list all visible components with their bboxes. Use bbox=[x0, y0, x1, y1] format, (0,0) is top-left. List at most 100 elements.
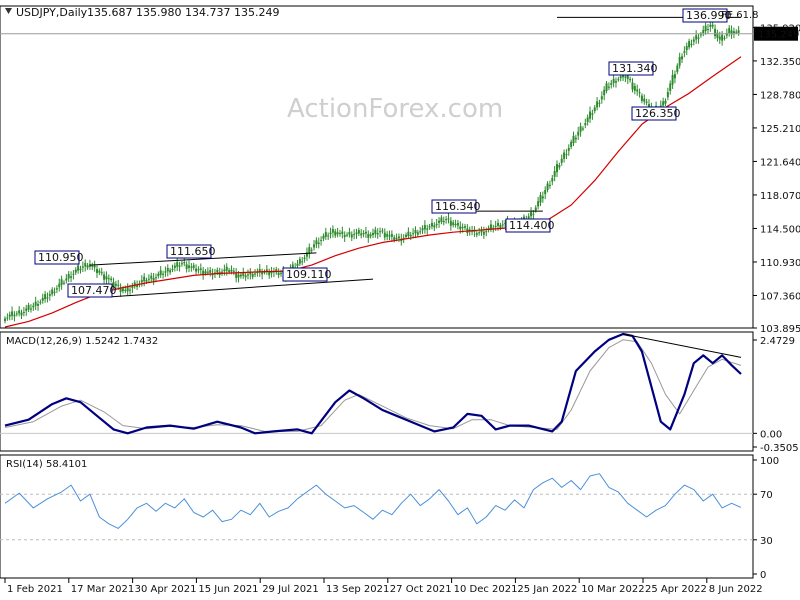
candle-body bbox=[565, 154, 568, 156]
candle-body bbox=[265, 269, 268, 272]
level-label-text: 107.470 bbox=[71, 284, 117, 297]
price-tick-label: 125.210 bbox=[760, 124, 800, 135]
candle-body bbox=[341, 231, 344, 235]
candle-body bbox=[13, 314, 16, 317]
macd-signal-line bbox=[4, 339, 742, 432]
candle-body bbox=[428, 226, 431, 228]
level-label-text: 114.400 bbox=[509, 219, 555, 232]
candle-body bbox=[735, 31, 738, 33]
candle-body bbox=[614, 81, 617, 83]
date-tick-label: 13 Sep 2021 bbox=[326, 584, 389, 595]
candle-body bbox=[605, 83, 608, 91]
candle-body bbox=[329, 232, 332, 235]
candle-body bbox=[459, 226, 462, 230]
candle-body bbox=[223, 269, 226, 272]
candle-body bbox=[633, 86, 636, 91]
candle-body bbox=[39, 301, 42, 303]
candle-body bbox=[546, 183, 549, 190]
candle-body bbox=[86, 265, 89, 268]
candle-body bbox=[166, 267, 169, 272]
candle-body bbox=[169, 270, 172, 273]
candle-body bbox=[216, 269, 219, 273]
candle-body bbox=[60, 279, 63, 285]
candle-body bbox=[504, 222, 507, 224]
candle-body bbox=[480, 229, 483, 233]
candle-body bbox=[129, 289, 132, 291]
candle-body bbox=[176, 262, 179, 267]
candle-body bbox=[159, 270, 162, 275]
level-label-box bbox=[282, 267, 328, 282]
candle-body bbox=[65, 278, 68, 281]
candle-body bbox=[303, 257, 306, 259]
level-label-box bbox=[431, 199, 477, 214]
candle-body bbox=[617, 79, 620, 81]
candle-body bbox=[454, 223, 457, 225]
price-tick-label: 121.640 bbox=[760, 157, 800, 168]
candle-body bbox=[4, 318, 6, 322]
candle-body bbox=[610, 82, 613, 85]
candle-body bbox=[324, 232, 327, 237]
candle-body bbox=[532, 213, 535, 215]
candle-body bbox=[67, 274, 70, 279]
collapse-triangle-icon[interactable] bbox=[5, 8, 12, 14]
candle-body bbox=[409, 235, 412, 237]
symbol-timeframe: USDJPY,Daily bbox=[16, 6, 88, 19]
candle-body bbox=[697, 37, 700, 39]
candle-body bbox=[412, 233, 415, 235]
candle-body bbox=[268, 271, 271, 276]
candle-body bbox=[709, 24, 712, 27]
candle-body bbox=[221, 271, 224, 273]
candle-body bbox=[357, 230, 360, 234]
candle-body bbox=[232, 270, 235, 272]
candle-body bbox=[275, 269, 278, 273]
candle-body bbox=[230, 269, 233, 272]
level-label-box bbox=[166, 244, 212, 259]
candle-body bbox=[258, 268, 261, 273]
candle-body bbox=[631, 82, 634, 90]
candle-body bbox=[8, 314, 11, 317]
candle-body bbox=[188, 265, 190, 268]
candle-body bbox=[534, 207, 537, 211]
candle-body bbox=[662, 101, 665, 106]
candle-body bbox=[305, 252, 308, 257]
candle-body bbox=[666, 92, 669, 98]
candle-body bbox=[711, 24, 714, 27]
candle-body bbox=[74, 269, 77, 273]
candle-body bbox=[688, 41, 691, 48]
level-label-text: 110.950 bbox=[38, 251, 84, 264]
candle-body bbox=[145, 280, 148, 282]
candle-body bbox=[270, 271, 273, 274]
candle-body bbox=[570, 141, 573, 147]
candle-body bbox=[32, 305, 35, 308]
candle-body bbox=[77, 265, 80, 271]
candle-body bbox=[91, 265, 94, 267]
candle-body bbox=[331, 229, 334, 233]
candle-body bbox=[46, 297, 49, 299]
candle-body bbox=[261, 272, 264, 275]
ohlc-values: 135.687 135.980 134.737 135.249 bbox=[87, 6, 279, 19]
level-label-box bbox=[608, 61, 654, 76]
candle-body bbox=[355, 232, 358, 234]
candle-body bbox=[478, 232, 481, 234]
date-tick-label: 8 Jun 2022 bbox=[709, 584, 763, 595]
candle-body bbox=[442, 220, 445, 223]
watermark: ActionForex.com bbox=[287, 94, 503, 124]
candle-body bbox=[730, 30, 733, 35]
level-label-text: 136.990 bbox=[686, 9, 732, 22]
candle-body bbox=[423, 225, 426, 230]
candle-body bbox=[150, 275, 153, 279]
level-label-box bbox=[34, 250, 80, 265]
candle-body bbox=[154, 277, 157, 279]
candle-body bbox=[25, 308, 28, 311]
candle-body bbox=[732, 31, 735, 34]
macd-tick-label: 0.00 bbox=[760, 429, 782, 440]
candle-body bbox=[551, 177, 554, 182]
candle-body bbox=[556, 164, 558, 173]
candle-body bbox=[277, 272, 280, 276]
candle-body bbox=[681, 56, 684, 60]
candle-body bbox=[180, 263, 183, 265]
candle-body bbox=[492, 227, 495, 229]
candle-body bbox=[98, 270, 101, 273]
candle-body bbox=[383, 232, 386, 238]
candle-body bbox=[199, 268, 202, 270]
